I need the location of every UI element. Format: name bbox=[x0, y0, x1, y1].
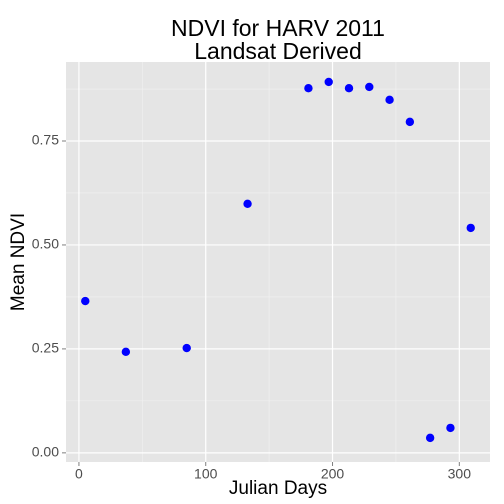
point bbox=[121, 347, 131, 357]
y-tick-label: 0.75 bbox=[32, 132, 59, 148]
x-tick-label: 300 bbox=[448, 466, 472, 482]
point bbox=[304, 83, 313, 93]
y-tick-label: 0.00 bbox=[32, 444, 59, 460]
point bbox=[243, 199, 252, 208]
point bbox=[385, 95, 394, 105]
y-tick-label: 0.50 bbox=[32, 236, 59, 252]
chart-subtitle: Landsat Derived bbox=[194, 38, 362, 64]
point bbox=[182, 343, 191, 353]
x-tick-label: 0 bbox=[75, 466, 83, 482]
point bbox=[425, 433, 435, 443]
chart-title: NDVI for HARV 2011 bbox=[171, 15, 385, 41]
point bbox=[446, 423, 455, 433]
x-tick-label: 100 bbox=[194, 466, 218, 482]
x-tick-label: 200 bbox=[321, 466, 345, 482]
plot-panel bbox=[66, 62, 490, 462]
point bbox=[81, 296, 90, 306]
point bbox=[466, 223, 475, 233]
y-axis-label: Mean NDVI bbox=[8, 213, 29, 311]
point bbox=[365, 82, 374, 92]
point bbox=[344, 83, 354, 93]
x-axis-label: Julian Days bbox=[229, 478, 327, 499]
point bbox=[405, 117, 415, 127]
y-tick-label: 0.25 bbox=[32, 340, 59, 356]
point bbox=[324, 77, 333, 87]
